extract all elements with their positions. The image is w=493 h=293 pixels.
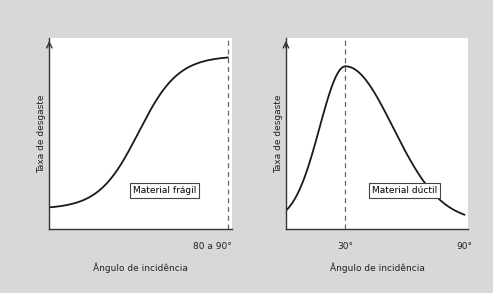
Y-axis label: Taxa de desgaste: Taxa de desgaste bbox=[274, 94, 283, 173]
Text: 90°: 90° bbox=[457, 242, 472, 251]
Text: Material frágil: Material frágil bbox=[133, 186, 196, 195]
Text: Ângulo de incidência: Ângulo de incidência bbox=[93, 263, 188, 273]
Text: Ângulo de incidência: Ângulo de incidência bbox=[330, 263, 424, 273]
Text: Material dúctil: Material dúctil bbox=[372, 186, 437, 195]
Y-axis label: Taxa de desgaste: Taxa de desgaste bbox=[37, 94, 46, 173]
Text: 30°: 30° bbox=[337, 242, 353, 251]
Text: 80 a 90°: 80 a 90° bbox=[193, 242, 232, 251]
